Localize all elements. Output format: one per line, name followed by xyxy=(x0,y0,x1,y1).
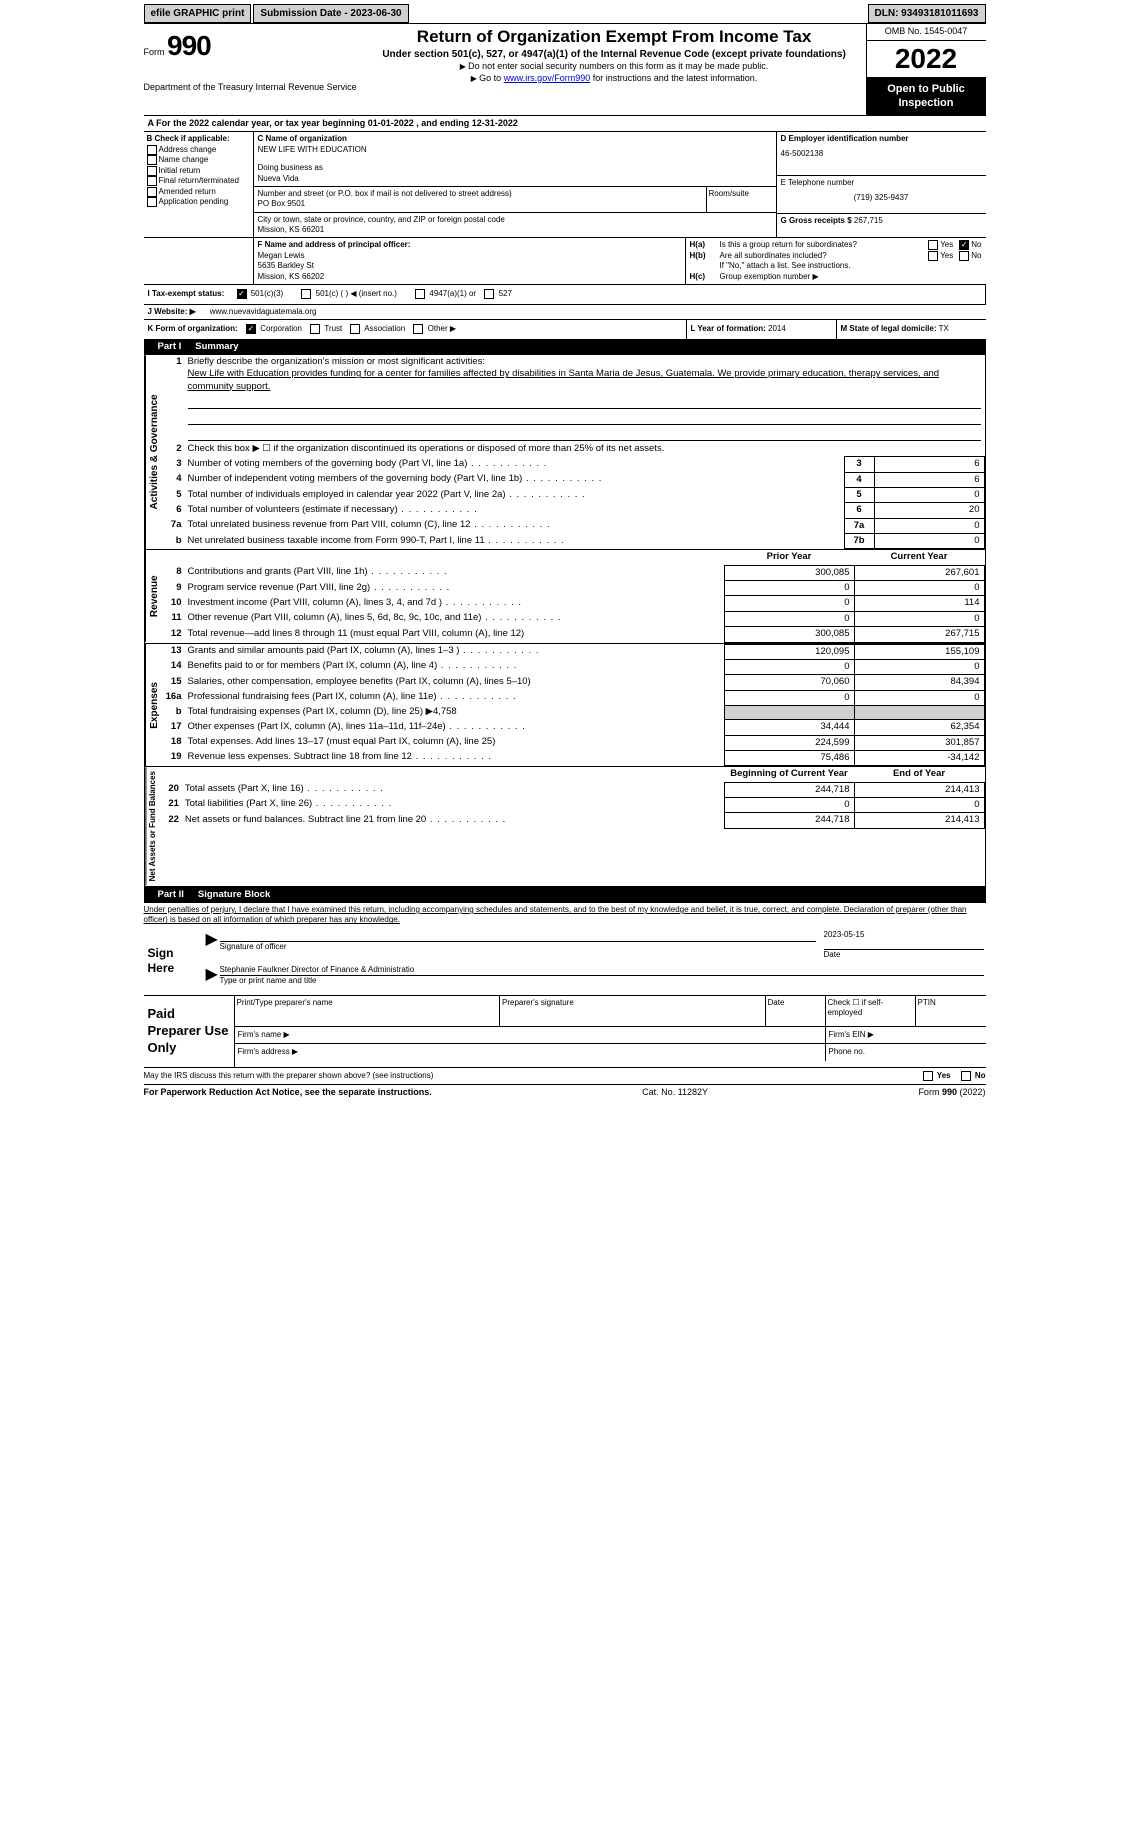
dba-label: Doing business as xyxy=(258,163,772,173)
phone-value: (719) 325-9437 xyxy=(781,193,982,203)
label-e-phone: E Telephone number xyxy=(781,178,982,188)
state-domicile: TX xyxy=(939,324,949,333)
open-to-public: Open to Public Inspection xyxy=(867,78,986,115)
city-label: City or town, state or province, country… xyxy=(258,215,772,225)
org-name: NEW LIFE WITH EDUCATION xyxy=(258,145,772,155)
efile-button[interactable]: efile GRAPHIC print xyxy=(144,4,252,23)
cb-corp[interactable] xyxy=(246,324,256,334)
cb-trust[interactable] xyxy=(310,324,320,334)
paid-preparer-label: Paid Preparer Use Only xyxy=(144,996,234,1067)
tax-year: 2022 xyxy=(867,41,986,78)
footer-mid: Cat. No. 11282Y xyxy=(432,1087,919,1099)
cb-initial-return[interactable] xyxy=(147,166,157,176)
submission-date: Submission Date - 2023-06-30 xyxy=(253,4,408,23)
label-c-name: C Name of organization xyxy=(258,134,772,144)
hb-note: If "No," attach a list. See instructions… xyxy=(690,261,982,271)
mission-text: New Life with Education provides funding… xyxy=(188,368,940,391)
note-goto: Go to www.irs.gov/Form990 for instructio… xyxy=(367,73,862,85)
cb-527[interactable] xyxy=(484,289,494,299)
addr-label: Number and street (or P.O. box if mail i… xyxy=(258,189,702,199)
form-page: efile GRAPHIC print Submission Date - 20… xyxy=(140,0,990,1105)
label-d-ein: D Employer identification number xyxy=(781,134,982,144)
part2-header: Part IISignature Block xyxy=(144,887,986,903)
dln-label: DLN: 93493181011693 xyxy=(868,4,986,23)
part1-header: Part ISummary xyxy=(144,339,986,355)
footer-right: Form 990 (2022) xyxy=(918,1087,985,1099)
cb-final-return[interactable] xyxy=(147,176,157,186)
form-number: 990 xyxy=(167,30,211,61)
dept-label: Department of the Treasury Internal Reve… xyxy=(144,82,357,94)
cb-other[interactable] xyxy=(413,324,423,334)
cb-4947[interactable] xyxy=(415,289,425,299)
cb-assoc[interactable] xyxy=(350,324,360,334)
cb-ha-yes[interactable] xyxy=(928,240,938,250)
label-f: F Name and address of principal officer: xyxy=(258,240,681,250)
vtext-activities: Activities & Governance xyxy=(145,355,163,549)
sign-here-label: Sign Here xyxy=(144,928,204,995)
form-word: Form xyxy=(144,47,165,57)
cb-501c[interactable] xyxy=(301,289,311,299)
section-b: B Check if applicable: Address change Na… xyxy=(144,132,254,237)
cb-hb-no[interactable] xyxy=(959,251,969,261)
form-subtitle: Under section 501(c), 527, or 4947(a)(1)… xyxy=(367,48,862,61)
cb-amended[interactable] xyxy=(147,187,157,197)
cb-address-change[interactable] xyxy=(147,145,157,155)
year-formation: 2014 xyxy=(768,324,786,333)
irs-link[interactable]: www.irs.gov/Form990 xyxy=(504,73,591,83)
note-ssn: Do not enter social security numbers on … xyxy=(367,61,862,73)
line-a: A For the 2022 calendar year, or tax yea… xyxy=(144,115,986,132)
ein-value: 46-5002138 xyxy=(781,149,982,159)
label-hc: H(c) xyxy=(690,272,720,282)
omb-number: OMB No. 1545-0047 xyxy=(867,24,986,41)
officer-street: 5635 Barkley St xyxy=(258,261,681,271)
label-hb: H(b) xyxy=(690,251,720,262)
vtext-net: Net Assets or Fund Balances xyxy=(145,767,160,885)
gross-receipts: 267,715 xyxy=(854,216,883,225)
cb-discuss-yes[interactable] xyxy=(923,1071,933,1081)
cb-501c3[interactable] xyxy=(237,289,247,299)
cb-hb-yes[interactable] xyxy=(928,251,938,261)
label-j: J Website: ▶ xyxy=(144,305,200,319)
officer-name: Megan Lewis xyxy=(258,251,681,261)
cb-app-pending[interactable] xyxy=(147,197,157,207)
perjury-text: Under penalties of perjury, I declare th… xyxy=(144,903,986,928)
vtext-expenses: Expenses xyxy=(145,644,163,767)
form-header: Form 990 Department of the Treasury Inte… xyxy=(144,23,986,115)
footer-left: For Paperwork Reduction Act Notice, see … xyxy=(144,1087,432,1099)
cb-discuss-no[interactable] xyxy=(961,1071,971,1081)
cb-name-change[interactable] xyxy=(147,155,157,165)
label-ha: H(a) xyxy=(690,240,720,251)
form-title: Return of Organization Exempt From Incom… xyxy=(367,26,862,48)
top-bar: efile GRAPHIC print Submission Date - 20… xyxy=(144,4,986,23)
addr-value: PO Box 9501 xyxy=(258,199,702,209)
website-value: www.nuevavidaguatemala.org xyxy=(206,305,321,319)
cb-ha-no[interactable] xyxy=(959,240,969,250)
officer-city: Mission, KS 66202 xyxy=(258,272,681,282)
dba-value: Nueva Vida xyxy=(258,174,772,184)
vtext-revenue: Revenue xyxy=(145,550,163,642)
city-value: Mission, KS 66201 xyxy=(258,225,772,235)
room-label: Room/suite xyxy=(706,187,776,212)
label-g: G Gross receipts $ xyxy=(781,216,852,225)
